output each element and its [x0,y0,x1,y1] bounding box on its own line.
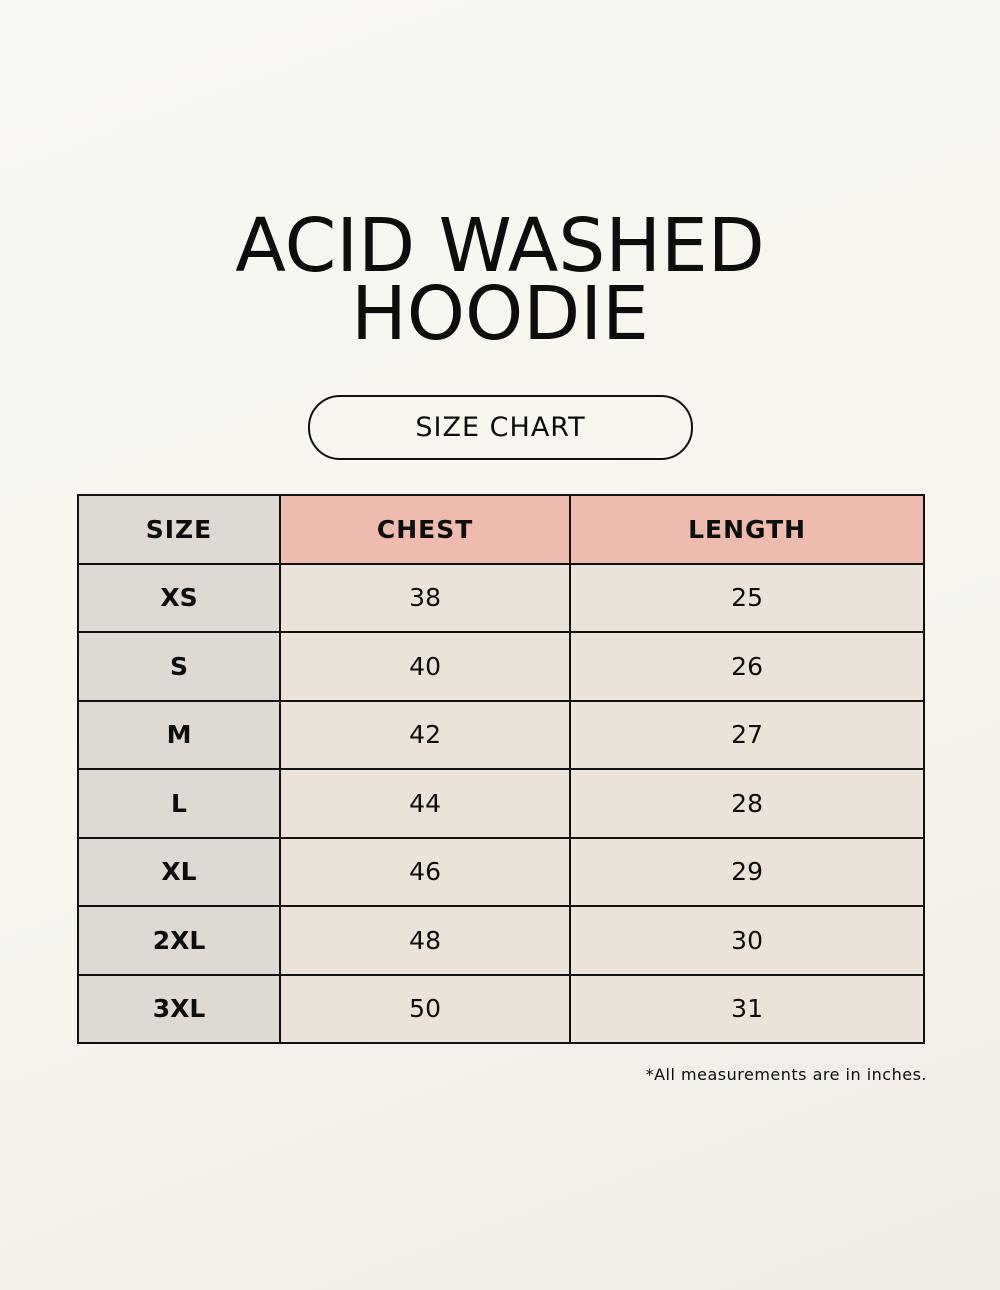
header-length: LENGTH [569,494,925,565]
title-line-2: HOODIE [351,271,649,357]
title-line-1: ACID WASHED [235,203,765,289]
table-row: M 42 27 [76,699,925,770]
cell-length: 25 [569,562,925,633]
cell-length: 27 [569,699,925,770]
cell-size: M [76,699,282,770]
cell-chest: 48 [279,905,572,976]
table-row: 2XL 48 30 [76,905,925,976]
cell-length: 31 [569,973,925,1044]
cell-size: S [76,631,282,702]
page-title: ACID WASHED HOODIE [0,203,1000,357]
cell-size: XS [76,562,282,633]
cell-length: 28 [569,768,925,839]
cell-size: XL [76,836,282,907]
cell-chest: 42 [279,699,572,770]
cell-chest: 44 [279,768,572,839]
cell-chest: 38 [279,562,572,633]
cell-chest: 40 [279,631,572,702]
cell-chest: 46 [279,836,572,907]
cell-size: 3XL [76,973,282,1044]
footnote: *All measurements are in inches. [645,1065,927,1084]
cell-length: 29 [569,836,925,907]
table-header-row: SIZE CHEST LENGTH [76,494,925,565]
cell-length: 26 [569,631,925,702]
size-chart-label: SIZE CHART [308,395,693,460]
cell-size: L [76,768,282,839]
header-chest: CHEST [279,494,572,565]
table-row: XL 46 29 [76,836,925,907]
cell-size: 2XL [76,905,282,976]
table-row: XS 38 25 [76,562,925,633]
size-table: SIZE CHEST LENGTH XS 38 25 S 40 26 M 42 27 L 44 28 X… [76,494,925,1044]
cell-length: 30 [569,905,925,976]
header-size: SIZE [76,494,282,565]
cell-chest: 50 [279,973,572,1044]
table-row: 3XL 50 31 [76,973,925,1044]
table-row: S 40 26 [76,631,925,702]
table-row: L 44 28 [76,768,925,839]
